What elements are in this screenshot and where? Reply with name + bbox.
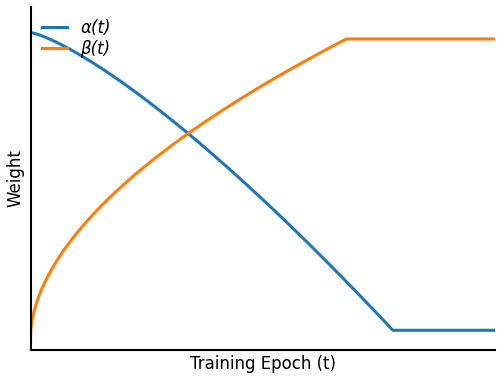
α(t) bbox=[389, 328, 395, 332]
α(t) bbox=[389, 328, 395, 332]
Y-axis label: Weight: Weight bbox=[7, 149, 25, 207]
β(t) bbox=[389, 37, 395, 41]
Line: β(t): β(t) bbox=[31, 39, 494, 337]
α(t) bbox=[28, 30, 34, 35]
β(t) bbox=[75, 230, 81, 234]
β(t) bbox=[491, 37, 497, 41]
X-axis label: Training Epoch (t): Training Epoch (t) bbox=[189, 355, 335, 373]
α(t) bbox=[75, 51, 81, 56]
Line: α(t): α(t) bbox=[31, 33, 494, 330]
Legend: α(t), β(t): α(t), β(t) bbox=[39, 15, 114, 61]
α(t) bbox=[398, 328, 404, 332]
β(t) bbox=[28, 334, 34, 339]
α(t) bbox=[215, 157, 221, 162]
α(t) bbox=[346, 283, 352, 287]
β(t) bbox=[343, 37, 349, 41]
β(t) bbox=[231, 100, 237, 104]
β(t) bbox=[215, 111, 221, 115]
α(t) bbox=[491, 328, 497, 332]
α(t) bbox=[231, 172, 237, 176]
β(t) bbox=[398, 37, 404, 41]
β(t) bbox=[346, 37, 352, 41]
